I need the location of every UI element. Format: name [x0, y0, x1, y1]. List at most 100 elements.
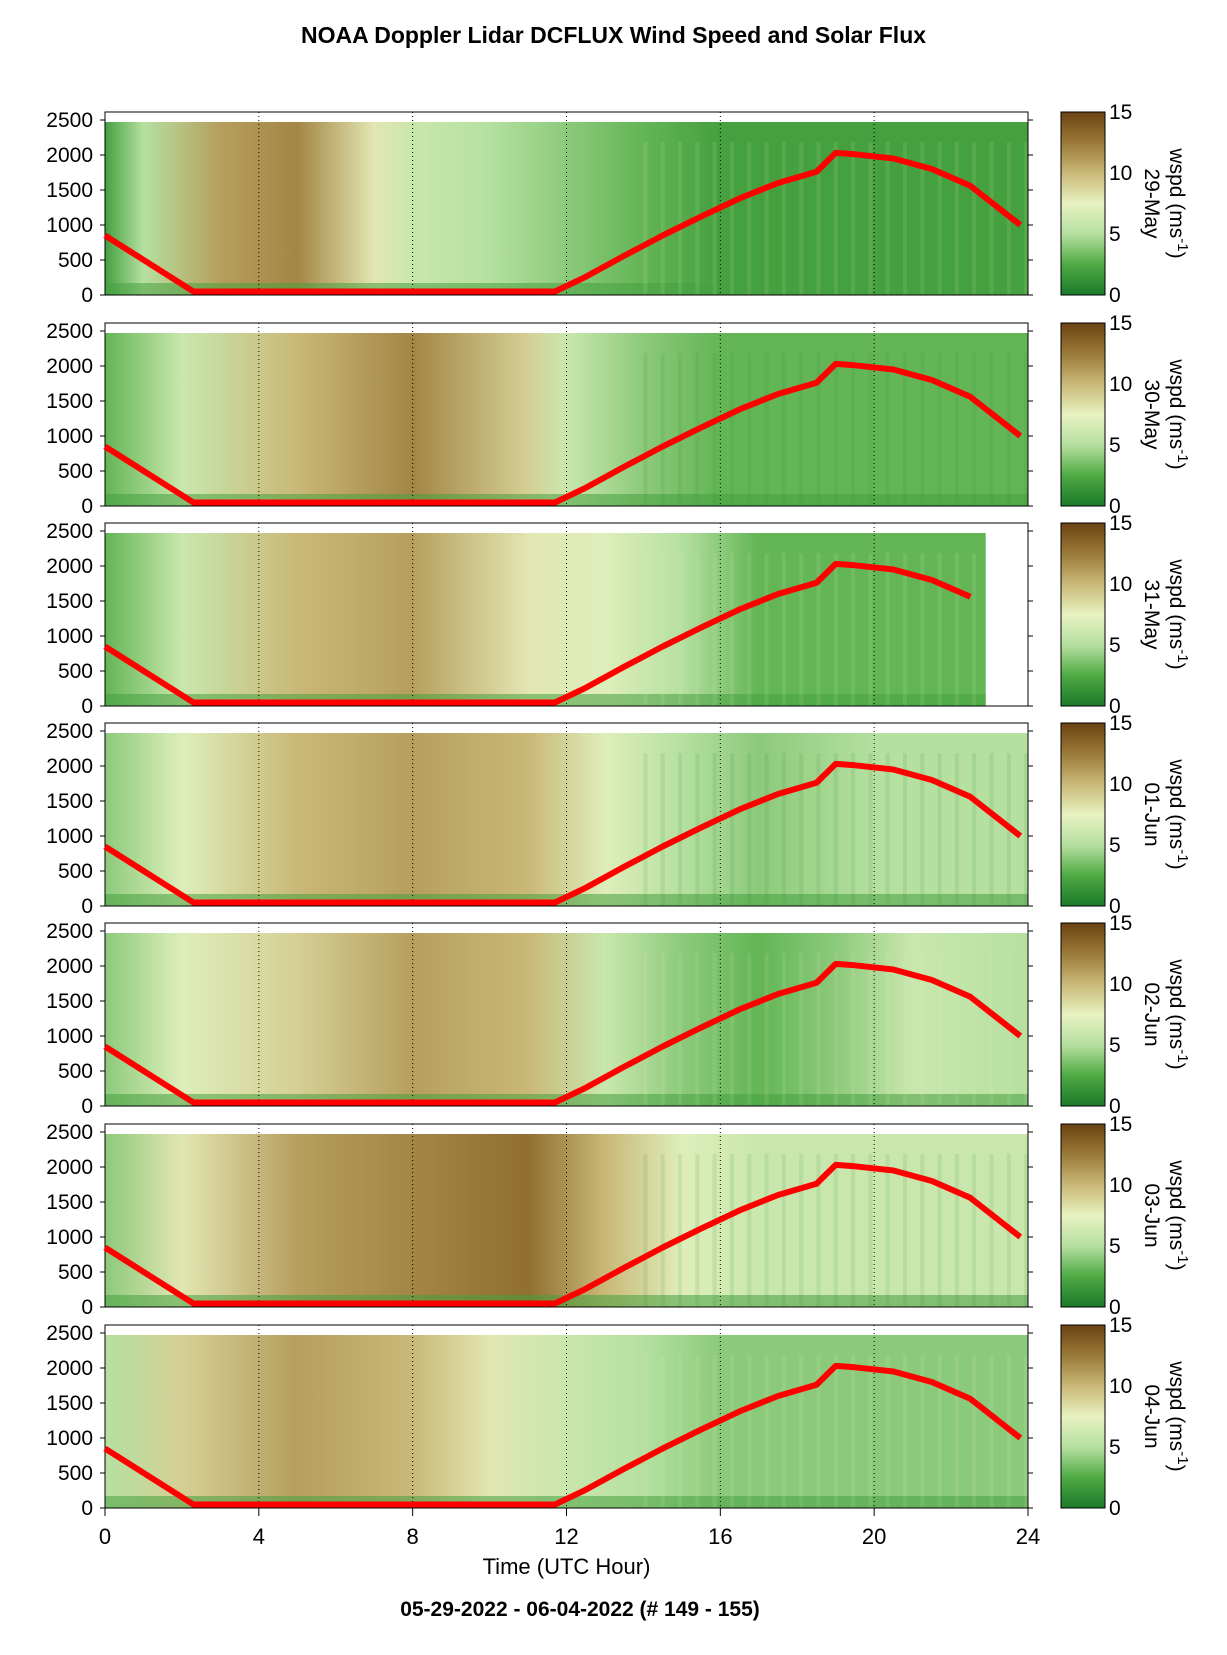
colorbar-tick-label: 15 [1109, 712, 1132, 735]
colorbar-tick-label: 10 [1109, 1375, 1132, 1398]
colorbar-tick-label: 5 [1109, 1034, 1121, 1057]
heatmap-streak [851, 953, 856, 1106]
unit-exponent: -1 [1175, 649, 1192, 662]
heatmap-streak [781, 753, 786, 906]
panel-29-may: 0 500 1000 1500 2000 2500 0 5 10 15 wspd (ms-1)29-… [46, 101, 1191, 307]
ytick-label: 500 [58, 1462, 93, 1485]
heatmap-streak [868, 353, 873, 506]
heatmap-streak [747, 953, 752, 1106]
heatmap-streak [816, 142, 821, 295]
unit-exponent: -1 [1175, 238, 1192, 251]
unit-exponent: -1 [1175, 1451, 1192, 1464]
heatmap-streak [729, 553, 734, 706]
solar-flux-line [103, 560, 972, 706]
heatmap-streak [643, 553, 648, 706]
heatmap-streak [937, 1355, 942, 1508]
heatmap-streak [1024, 1154, 1029, 1307]
ytick-label: 1000 [46, 1025, 93, 1048]
heatmap-streak [660, 553, 665, 706]
heatmap-streak [937, 553, 942, 706]
heatmap-streak [954, 553, 959, 706]
heatmap-streak [833, 1355, 838, 1508]
heatmap-streak [747, 1355, 752, 1508]
ytick-label: 2000 [46, 955, 93, 978]
heatmap-streak [920, 1355, 925, 1508]
colorbar-tick-label: 5 [1109, 434, 1121, 457]
heatmap-streak [678, 1355, 683, 1508]
colorbar-tick-label: 10 [1109, 1174, 1132, 1197]
panel-03-jun: 0 500 1000 1500 2000 2500 0 5 10 15 wspd (ms-1)03-… [46, 1113, 1191, 1319]
heatmap-streak [903, 1154, 908, 1307]
heatmap-streak [989, 953, 994, 1106]
heatmap-streak [712, 353, 717, 506]
ytick-label: 500 [58, 1060, 93, 1083]
xtick-label: 20 [862, 1524, 886, 1549]
unit-exponent: -1 [1175, 1049, 1192, 1062]
ytick-label: 1500 [46, 390, 93, 413]
heatmap-streak [729, 753, 734, 906]
day-label: 03-Jun [1140, 1183, 1163, 1247]
heatmap-streak [660, 142, 665, 295]
unit-close: ) [1165, 663, 1188, 670]
colorbar-label: wspd (ms-1) [1165, 1159, 1192, 1270]
day-label: 04-Jun [1140, 1384, 1163, 1448]
ytick-label: 2500 [46, 1322, 93, 1345]
heatmap-streak [868, 753, 873, 906]
unit-close: ) [1165, 463, 1188, 470]
ytick-label: 500 [58, 1261, 93, 1284]
heatmap-streak [764, 953, 769, 1106]
heatmap-streak [989, 1355, 994, 1508]
date-range-footer: 05-29-2022 - 06-04-2022 (# 149 - 155) [400, 1598, 760, 1621]
heatmap-streak [729, 1154, 734, 1307]
heatmap-streak [643, 1154, 648, 1307]
heatmap-streak [937, 753, 942, 906]
heatmap-streak [903, 1355, 908, 1508]
heatmap-streak [1024, 953, 1029, 1106]
solar-flux-line [103, 1161, 1023, 1307]
ytick-label: 0 [81, 895, 93, 918]
colorbar [1060, 922, 1106, 1107]
xtick-label: 8 [407, 1524, 419, 1549]
colorbar-tick-label: 15 [1109, 312, 1132, 335]
heatmap-streak [972, 1355, 977, 1508]
heatmap-streak [833, 753, 838, 906]
panel-01-jun: 0 500 1000 1500 2000 2500 0 5 10 15 wspd (ms-1)01-… [46, 712, 1191, 918]
heatmap-streak [851, 753, 856, 906]
colorbar-label: wspd (ms-1) [1165, 358, 1192, 469]
heatmap-streak [972, 953, 977, 1106]
heatmap-streak [764, 353, 769, 506]
colorbar [1060, 1123, 1106, 1308]
heatmap-streak [712, 953, 717, 1106]
heatmap-streak [937, 953, 942, 1106]
colorbar-tick-label: 5 [1109, 1436, 1121, 1459]
day-label: 01-Jun [1140, 782, 1163, 846]
unit-exponent: -1 [1175, 1250, 1192, 1263]
heatmap-streak [799, 142, 804, 295]
heatmap-streak [816, 1154, 821, 1307]
heatmap-streak [781, 142, 786, 295]
colorbar-tick-label: 10 [1109, 973, 1132, 996]
colorbar-tick-label: 5 [1109, 223, 1121, 246]
day-label: 29-May [1140, 168, 1163, 239]
colorbar-tick-label: 10 [1109, 773, 1132, 796]
heatmap-streak [954, 353, 959, 506]
ytick-label: 1000 [46, 1427, 93, 1450]
colorbar-tick-label: 15 [1109, 1314, 1132, 1337]
ytick-label: 500 [58, 860, 93, 883]
day-label: 02-Jun [1140, 982, 1163, 1046]
heatmap-streak [885, 953, 890, 1106]
ytick-label: 1500 [46, 179, 93, 202]
colorbar-tick-label: 15 [1109, 912, 1132, 935]
colorbar-tick-label: 5 [1109, 834, 1121, 857]
colorbar-tick-label: 15 [1109, 512, 1132, 535]
ytick-label: 0 [81, 695, 93, 718]
solar-flux-line [103, 1362, 1023, 1508]
solar-flux-line [103, 149, 1023, 295]
heatmap-streak [660, 953, 665, 1106]
unit-close: ) [1165, 863, 1188, 870]
heatmap-streak [972, 142, 977, 295]
heatmap-streak [868, 953, 873, 1106]
colorbar-tick-label: 0 [1109, 284, 1121, 307]
heatmap-streak [903, 353, 908, 506]
heatmap-streak [764, 553, 769, 706]
